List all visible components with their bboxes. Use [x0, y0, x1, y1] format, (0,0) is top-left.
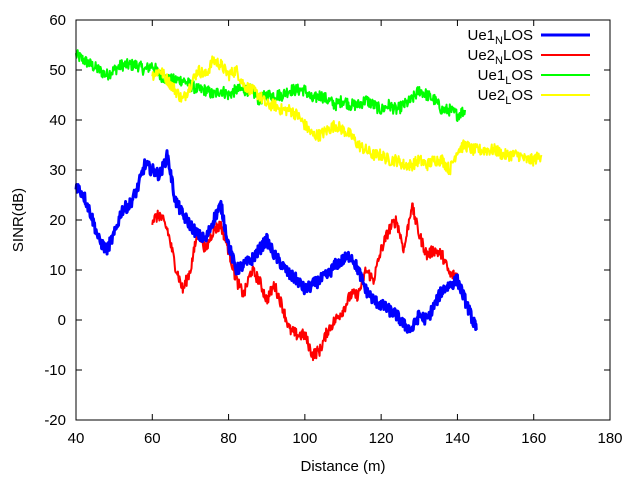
y-axis-label: SINR(dB)	[10, 188, 27, 252]
legend-label-tail: OS	[511, 67, 533, 84]
x-tick-label: 100	[292, 430, 317, 447]
legend-label-tail: LOS	[503, 47, 533, 64]
legend-label-main: Ue1	[478, 67, 506, 84]
series-line-ue2los	[151, 55, 543, 176]
legend-label-main: Ue1	[468, 27, 496, 44]
legend-label-subscript: N	[495, 35, 503, 47]
legend-label-main: Ue2	[468, 47, 496, 64]
y-tick-label: 20	[49, 212, 66, 229]
x-tick-label: 40	[68, 430, 85, 447]
legend-label-tail: OS	[511, 87, 533, 104]
legend-label-ue2nlos: Ue2NLOS	[468, 47, 534, 67]
legend-label-subscript: N	[495, 55, 503, 67]
x-tick-label: 120	[369, 430, 394, 447]
y-tick-label: 30	[49, 162, 66, 179]
x-tick-label: 140	[445, 430, 470, 447]
legend-label-ue1los: Ue1LOS	[478, 67, 533, 87]
legend-label-main: Ue2	[478, 87, 506, 104]
x-axis-label: Distance (m)	[300, 458, 385, 475]
axis-ticks: 40 60 80 100 120 140 160 180 -20 -10 0 10 20 30 40 50 60	[44, 12, 622, 447]
y-tick-label: 40	[49, 112, 66, 129]
series-line-ue2nlos	[151, 202, 459, 362]
legend-label-ue1nlos: Ue1NLOS	[468, 27, 534, 47]
plot-lines	[74, 49, 543, 362]
y-tick-label: 50	[49, 62, 66, 79]
y-tick-label: -20	[44, 412, 66, 429]
x-tick-label: 80	[220, 430, 237, 447]
legend-label-tail: LOS	[503, 27, 533, 44]
x-tick-label: 60	[144, 430, 161, 447]
x-tick-label: 160	[521, 430, 546, 447]
series-line-ue1los	[75, 49, 467, 122]
series-line-ue1nlos	[74, 149, 478, 334]
legend-label-ue2los: Ue2LOS	[478, 87, 533, 107]
y-tick-label: 10	[49, 262, 66, 279]
y-tick-label: -10	[44, 362, 66, 379]
y-tick-label: 0	[58, 312, 66, 329]
y-tick-label: 60	[49, 12, 66, 29]
legend-label-subscript: L	[505, 95, 511, 107]
x-tick-label: 180	[597, 430, 622, 447]
legend-label-subscript: L	[505, 75, 511, 87]
